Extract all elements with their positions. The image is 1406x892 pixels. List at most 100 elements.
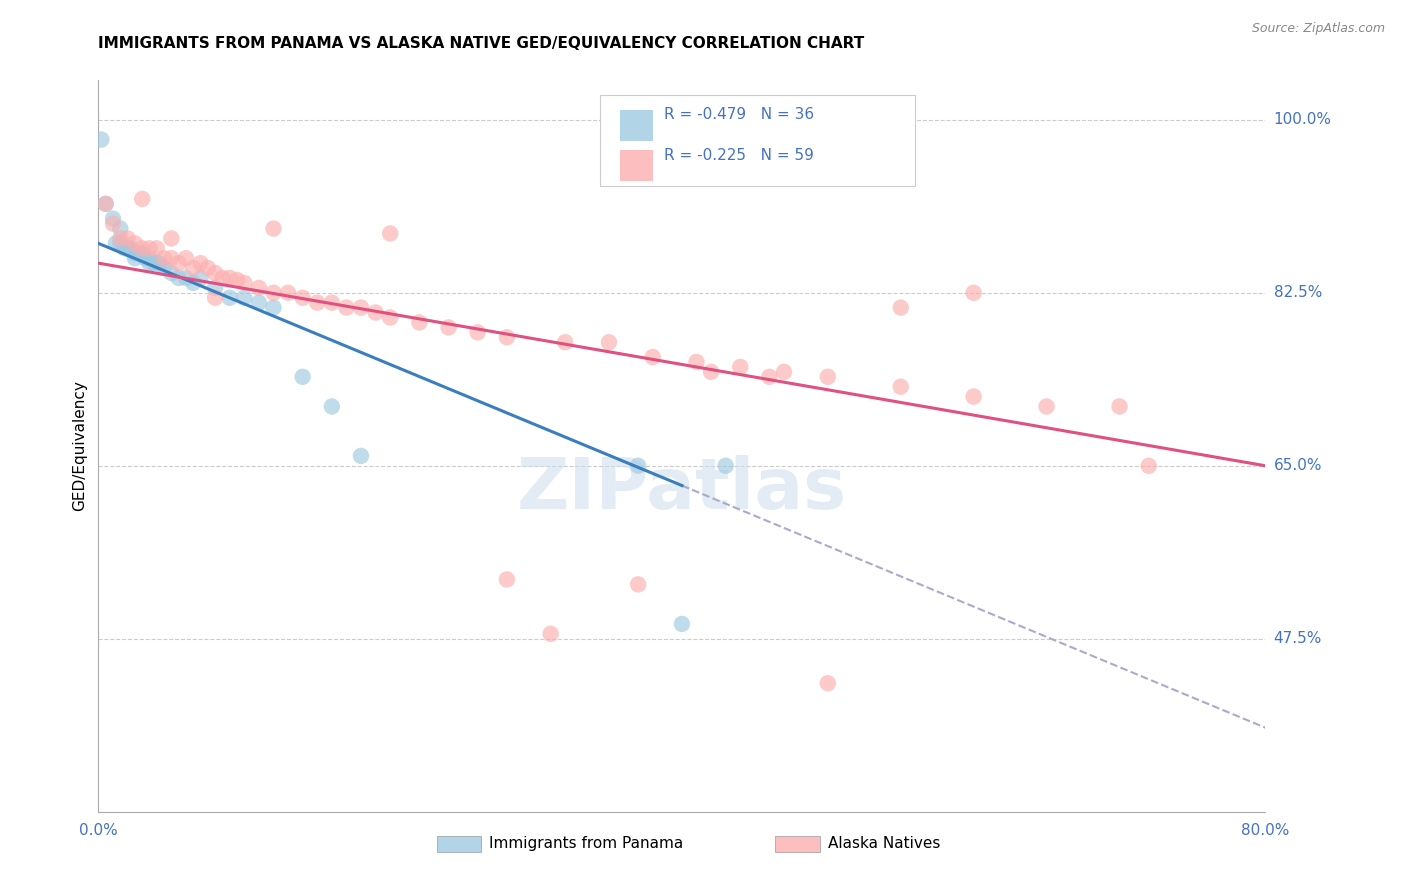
- Point: [146, 241, 169, 255]
- Text: 47.5%: 47.5%: [1274, 632, 1322, 646]
- Point: [131, 192, 153, 206]
- Point: [496, 330, 519, 344]
- Point: [160, 231, 183, 245]
- Point: [131, 241, 153, 255]
- Point: [226, 273, 249, 287]
- Point: [685, 355, 707, 369]
- Point: [321, 400, 343, 414]
- Point: [627, 577, 650, 591]
- Point: [350, 301, 373, 315]
- Point: [890, 301, 912, 315]
- Point: [153, 251, 176, 265]
- Point: [408, 315, 430, 329]
- Point: [174, 251, 197, 265]
- Point: [773, 365, 796, 379]
- Point: [120, 241, 142, 255]
- Point: [153, 261, 176, 276]
- Point: [138, 251, 160, 265]
- Point: [104, 236, 127, 251]
- Point: [167, 256, 190, 270]
- Point: [641, 350, 664, 364]
- Point: [233, 276, 256, 290]
- Point: [627, 458, 650, 473]
- Point: [218, 271, 240, 285]
- Point: [247, 281, 270, 295]
- Point: [263, 301, 285, 315]
- Point: [890, 380, 912, 394]
- Text: 65.0%: 65.0%: [1274, 458, 1322, 474]
- Point: [817, 369, 839, 384]
- Text: 80.0%: 80.0%: [1241, 822, 1289, 838]
- Point: [321, 295, 343, 310]
- Point: [181, 261, 204, 276]
- Point: [101, 211, 124, 226]
- Point: [110, 236, 132, 251]
- Text: IMMIGRANTS FROM PANAMA VS ALASKA NATIVE GED/EQUIVALENCY CORRELATION CHART: IMMIGRANTS FROM PANAMA VS ALASKA NATIVE …: [98, 36, 865, 51]
- Point: [277, 285, 299, 300]
- Point: [138, 241, 160, 255]
- Point: [204, 266, 226, 280]
- Text: Alaska Natives: Alaska Natives: [828, 837, 941, 851]
- Point: [134, 251, 156, 265]
- Point: [364, 305, 387, 319]
- Point: [218, 291, 240, 305]
- FancyBboxPatch shape: [775, 836, 820, 852]
- Point: [94, 197, 117, 211]
- Point: [128, 246, 150, 260]
- Point: [263, 285, 285, 300]
- Point: [554, 335, 576, 350]
- Point: [190, 256, 212, 270]
- Point: [700, 365, 723, 379]
- Point: [204, 281, 226, 295]
- Point: [114, 241, 136, 255]
- Point: [671, 616, 693, 631]
- Text: 100.0%: 100.0%: [1274, 112, 1331, 128]
- Point: [124, 236, 146, 251]
- Text: Source: ZipAtlas.com: Source: ZipAtlas.com: [1251, 22, 1385, 36]
- Point: [149, 256, 172, 270]
- Point: [124, 246, 146, 260]
- FancyBboxPatch shape: [620, 151, 652, 181]
- Point: [174, 271, 197, 285]
- Point: [146, 256, 169, 270]
- Point: [817, 676, 839, 690]
- Point: [181, 276, 204, 290]
- Point: [263, 221, 285, 235]
- Point: [962, 390, 984, 404]
- Point: [730, 359, 752, 374]
- Point: [160, 251, 183, 265]
- Point: [101, 217, 124, 231]
- Point: [1035, 400, 1057, 414]
- Point: [160, 266, 183, 280]
- Point: [142, 256, 165, 270]
- Point: [131, 246, 153, 260]
- Point: [211, 271, 233, 285]
- FancyBboxPatch shape: [600, 95, 915, 186]
- Text: ZIPatlas: ZIPatlas: [517, 456, 846, 524]
- Point: [1137, 458, 1160, 473]
- Point: [350, 449, 373, 463]
- Point: [291, 369, 314, 384]
- Point: [598, 335, 620, 350]
- Text: R = -0.479   N = 36: R = -0.479 N = 36: [665, 107, 814, 122]
- FancyBboxPatch shape: [620, 111, 652, 141]
- Text: 0.0%: 0.0%: [79, 822, 118, 838]
- Point: [138, 256, 160, 270]
- Point: [714, 458, 737, 473]
- Point: [307, 295, 329, 310]
- Point: [467, 326, 489, 340]
- Point: [380, 310, 402, 325]
- Point: [247, 295, 270, 310]
- Point: [291, 291, 314, 305]
- Point: [496, 573, 519, 587]
- Text: R = -0.225   N = 59: R = -0.225 N = 59: [665, 147, 814, 162]
- Point: [110, 231, 132, 245]
- Y-axis label: GED/Equivalency: GED/Equivalency: [72, 381, 87, 511]
- Point: [204, 291, 226, 305]
- Point: [117, 241, 139, 255]
- Point: [962, 285, 984, 300]
- Point: [197, 261, 219, 276]
- FancyBboxPatch shape: [437, 836, 481, 852]
- Point: [437, 320, 460, 334]
- Point: [124, 251, 146, 265]
